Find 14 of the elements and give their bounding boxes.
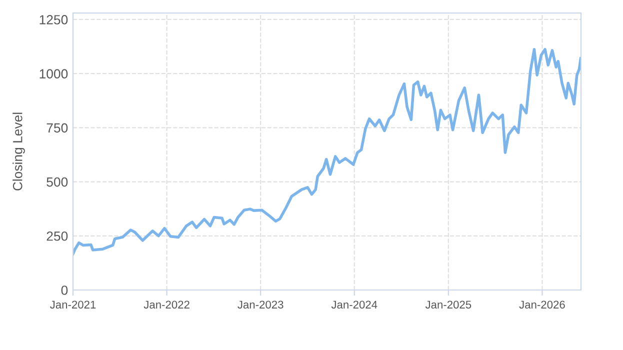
y-tick-label: 250 — [46, 231, 68, 241]
y-tick-label: 1000 — [40, 69, 68, 79]
line-series — [73, 48, 581, 256]
x-tick-label: Jan-2023 — [238, 300, 284, 309]
x-tick-label: Jan-2022 — [144, 300, 190, 309]
y-tick-label: 0 — [61, 286, 68, 295]
y-tick-label: 500 — [46, 177, 68, 187]
x-tick-label: Jan-2026 — [519, 300, 565, 309]
x-tick-label: Jan-2024 — [331, 300, 378, 309]
x-tick-label: Jan-2021 — [50, 300, 96, 309]
y-axis-title: Closing Level — [12, 112, 25, 190]
y-tick-label: 1250 — [40, 15, 68, 24]
y-tick-label: 750 — [46, 123, 68, 133]
x-tick-label: Jan-2025 — [425, 300, 472, 309]
